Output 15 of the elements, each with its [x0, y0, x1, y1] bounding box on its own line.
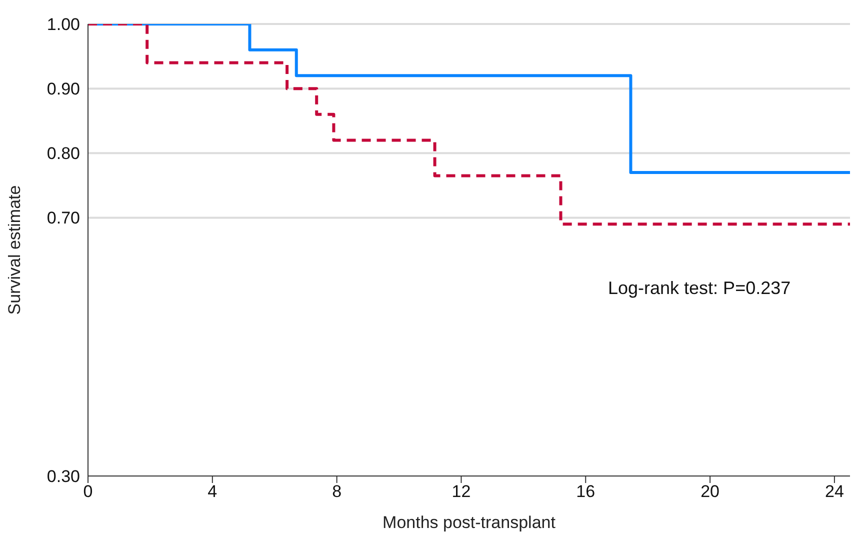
- x-tick-label: 20: [700, 482, 720, 502]
- y-tick-label: 1.00: [46, 15, 80, 34]
- y-tick-label: 0.80: [46, 144, 80, 164]
- x-tick-label: 24: [824, 482, 844, 502]
- x-axis-title: Months post-transplant: [382, 513, 556, 532]
- x-tick-label: 4: [208, 482, 218, 502]
- annotation-text: Log-rank test: P=0.237: [608, 278, 791, 299]
- x-tick-label: 16: [576, 482, 596, 502]
- x-tick-label: 0: [83, 482, 93, 502]
- y-tick-label: 0.90: [46, 80, 80, 99]
- y-tick-label: 0.30: [46, 467, 80, 486]
- x-tick-label: 8: [332, 482, 342, 502]
- y-tick-label: 0.70: [46, 208, 80, 228]
- x-tick-label: 12: [452, 482, 471, 502]
- y-axis-title: Survival estimate: [5, 185, 24, 315]
